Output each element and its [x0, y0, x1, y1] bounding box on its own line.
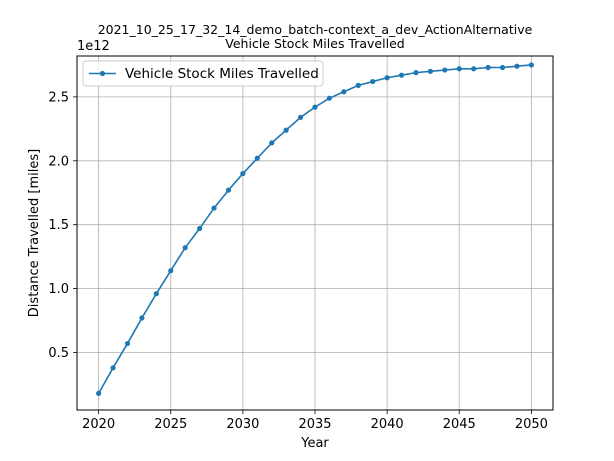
chart-title-line-2: Vehicle Stock Miles Travelled	[225, 36, 404, 51]
y-tick-label: 2.5	[48, 90, 69, 105]
data-point	[110, 365, 116, 371]
x-axis: 2020 2025 2030 2035 2040 2045 2050	[82, 410, 548, 432]
data-point	[499, 64, 506, 71]
y-offset-label: 1e12	[77, 39, 110, 54]
data-point	[427, 68, 433, 74]
data-point	[384, 75, 390, 81]
data-point	[312, 104, 318, 110]
y-tick-label: 1.0	[48, 282, 69, 297]
data-point	[182, 245, 188, 251]
data-point	[528, 62, 534, 68]
x-tick-label: 2050	[515, 417, 548, 432]
x-tick-label: 2035	[298, 417, 331, 432]
data-point	[355, 82, 361, 88]
data-point	[96, 390, 102, 396]
y-tick-label: 1.5	[48, 218, 69, 233]
legend-marker-swatch	[99, 70, 106, 77]
data-point	[211, 205, 217, 211]
legend: Vehicle Stock Miles Travelled	[82, 60, 324, 87]
grid-lines	[77, 56, 553, 410]
data-point	[254, 155, 260, 161]
data-point	[124, 340, 131, 347]
data-point	[197, 225, 203, 232]
data-point	[398, 72, 405, 78]
data-point	[485, 64, 491, 71]
data-point	[139, 315, 145, 321]
data-point	[456, 66, 462, 72]
data-point	[269, 140, 275, 146]
data-point	[297, 114, 304, 120]
data-point	[341, 89, 347, 95]
data-point	[442, 67, 448, 73]
data-point	[168, 268, 174, 274]
y-tick-label: 0.5	[48, 346, 69, 361]
x-tick-label: 2040	[371, 417, 404, 432]
data-point	[326, 95, 333, 101]
data-point	[153, 291, 159, 297]
data-point	[225, 187, 232, 193]
x-tick-label: 2030	[226, 417, 259, 432]
data-point	[240, 170, 246, 177]
x-tick-label: 2025	[154, 417, 187, 432]
legend-entry-label: Vehicle Stock Miles Travelled	[125, 66, 319, 82]
x-tick-label: 2045	[443, 417, 476, 432]
data-point	[370, 78, 376, 85]
series-vehicle-stock-miles	[96, 62, 534, 396]
data-point	[514, 63, 520, 69]
y-tick-label: 2.0	[48, 154, 69, 169]
data-point	[413, 70, 419, 76]
chart-title-line-1: 2021_10_25_17_32_14_demo_batch-context_a…	[98, 22, 533, 37]
legend-box	[82, 60, 324, 87]
data-point	[283, 127, 289, 133]
x-axis-label: Year	[300, 436, 329, 451]
y-axis-label: Distance Travelled [miles]	[27, 149, 42, 317]
data-point	[471, 66, 477, 72]
y-axis: 0.5 1.0 1.5 2.0 2.5	[48, 90, 77, 361]
x-tick-label: 2020	[82, 417, 115, 432]
